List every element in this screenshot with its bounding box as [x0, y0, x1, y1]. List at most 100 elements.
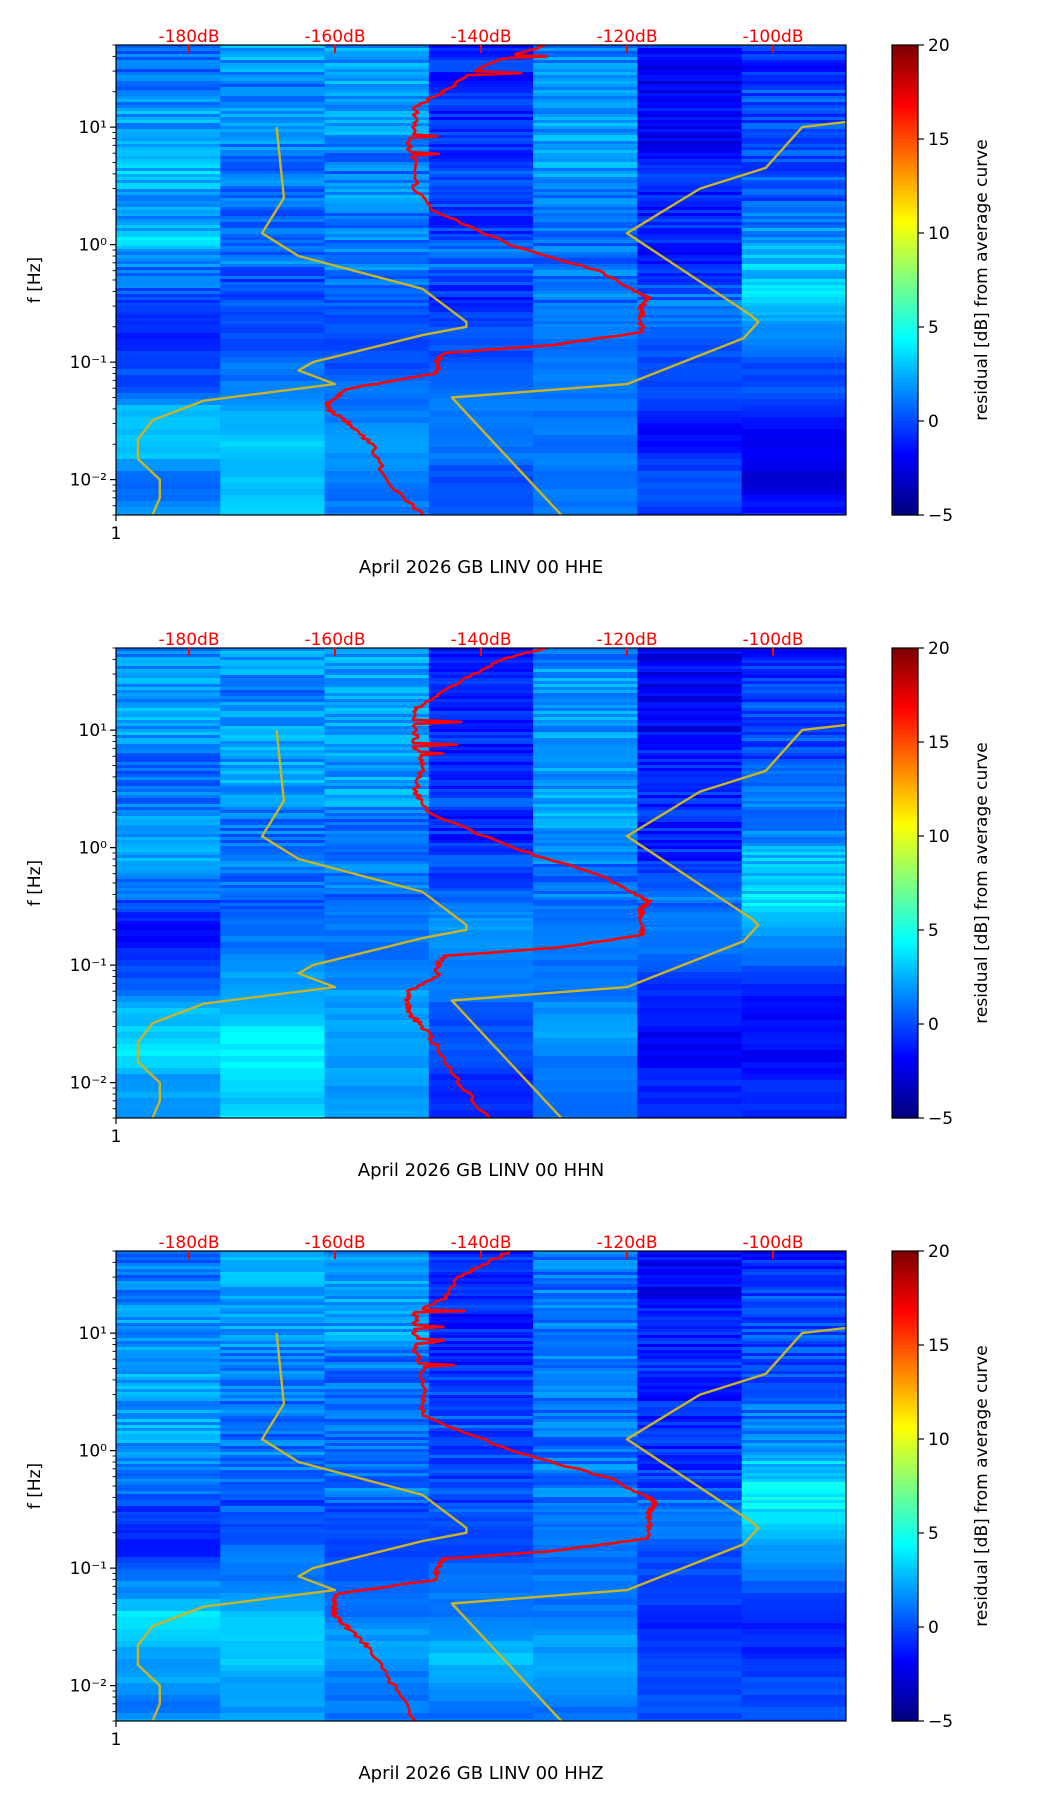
- heatmap-cell: [220, 1497, 326, 1501]
- heatmap-cell: [116, 855, 221, 859]
- heatmap-cell: [741, 1317, 846, 1321]
- heatmap-cell: [428, 210, 534, 214]
- heatmap-cell: [324, 144, 430, 148]
- heatmap-cell: [637, 276, 743, 280]
- heatmap-cell: [324, 1503, 430, 1507]
- top-axis-label: -160dB: [304, 1233, 365, 1253]
- heatmap-cell: [741, 99, 846, 103]
- heatmap-cell: [741, 741, 846, 745]
- heatmap-cell: [428, 198, 534, 202]
- heatmap-cell: [220, 918, 326, 922]
- heatmap-cell: [741, 159, 846, 163]
- heatmap-cell: [428, 1593, 534, 1600]
- heatmap-cell: [533, 285, 639, 289]
- heatmap-cell: [533, 864, 639, 868]
- heatmap-cell: [741, 867, 846, 871]
- heatmap-cell: [741, 309, 846, 313]
- heatmap-cell: [220, 1551, 326, 1558]
- y-tick-label: 10⁻²: [70, 1677, 107, 1697]
- heatmap-cell: [428, 204, 534, 208]
- heatmap-cell: [116, 96, 221, 100]
- heatmap-cell: [533, 216, 639, 220]
- heatmap-cell: [116, 156, 221, 160]
- heatmap-cell: [741, 279, 846, 283]
- heatmap-cell: [220, 195, 326, 199]
- heatmap-cell: [741, 210, 846, 214]
- heatmap-cell: [116, 1284, 221, 1288]
- heatmap-cell: [741, 789, 846, 793]
- heatmap-cell: [637, 732, 743, 736]
- heatmap-cell: [741, 399, 846, 406]
- heatmap-cell: [324, 126, 430, 130]
- heatmap-cell: [324, 711, 430, 715]
- heatmap-cell: [116, 1323, 221, 1327]
- heatmap-cell: [220, 333, 326, 340]
- heatmap-cell: [533, 696, 639, 700]
- heatmap-cell: [428, 1404, 534, 1408]
- heatmap-cell: [741, 750, 846, 754]
- heatmap-cell: [741, 1527, 846, 1531]
- heatmap-cell: [533, 729, 639, 733]
- heatmap-cell: [324, 1032, 430, 1039]
- heatmap-cell: [324, 156, 430, 160]
- heatmap-cell: [637, 261, 743, 265]
- heatmap-cell: [116, 1719, 221, 1721]
- heatmap-cell: [741, 747, 846, 751]
- heatmap-cell: [220, 1641, 326, 1648]
- heatmap-cell: [533, 111, 639, 115]
- heatmap-cell: [324, 270, 430, 274]
- colorbar-tick-label: −5: [928, 506, 953, 526]
- heatmap-cell: [637, 1074, 743, 1081]
- y-tick-label: 10¹: [79, 1324, 107, 1344]
- heatmap-cell: [637, 885, 743, 889]
- heatmap-cell: [324, 1116, 430, 1118]
- heatmap-cell: [324, 423, 430, 430]
- heatmap-cell: [533, 1464, 639, 1468]
- heatmap-cell: [637, 807, 743, 811]
- heatmap-cell: [533, 489, 639, 496]
- heatmap-cell: [533, 1062, 639, 1069]
- heatmap-cell: [116, 678, 221, 682]
- heatmap-cell: [324, 807, 430, 811]
- heatmap-cell: [637, 762, 743, 766]
- heatmap-cell: [533, 120, 639, 124]
- heatmap-cell: [637, 240, 743, 244]
- heatmap-cell: [741, 1008, 846, 1015]
- heatmap-cell: [428, 912, 534, 916]
- heatmap-cell: [220, 681, 326, 685]
- heatmap-cell: [741, 1641, 846, 1648]
- heatmap-cell: [220, 255, 326, 259]
- heatmap-cell: [324, 900, 430, 904]
- heatmap-cell: [533, 261, 639, 265]
- heatmap-cell: [428, 972, 534, 979]
- heatmap-cell: [428, 1557, 534, 1564]
- heatmap-cell: [220, 792, 326, 796]
- heatmap-cell: [324, 1491, 430, 1495]
- heatmap-cell: [220, 375, 326, 382]
- heatmap-cell: [741, 1281, 846, 1285]
- heatmap-cell: [428, 930, 534, 937]
- heatmap-cell: [533, 1368, 639, 1372]
- heatmap-cell: [324, 1545, 430, 1552]
- heatmap-cell: [324, 93, 430, 97]
- heatmap-cell: [220, 177, 326, 181]
- top-axis-label: -160dB: [304, 27, 365, 47]
- heatmap-cell: [637, 318, 743, 322]
- heatmap-cell: [428, 1431, 534, 1435]
- heatmap-cell: [428, 1416, 534, 1420]
- heatmap-cell: [220, 834, 326, 838]
- heatmap-cell: [637, 1086, 743, 1093]
- heatmap-cell: [428, 807, 534, 811]
- heatmap-cell: [533, 690, 639, 694]
- heatmap-cell: [741, 720, 846, 724]
- heatmap-cell: [116, 198, 221, 202]
- heatmap-cell: [428, 1395, 534, 1399]
- heatmap-cell: [428, 747, 534, 751]
- heatmap-cell: [116, 315, 221, 319]
- heatmap-cell: [533, 228, 639, 232]
- heatmap-cell: [741, 735, 846, 739]
- heatmap-cell: [116, 672, 221, 676]
- colorbar-tick-label: 15: [928, 733, 950, 753]
- heatmap-cell: [637, 1338, 743, 1342]
- heatmap-cell: [637, 120, 743, 124]
